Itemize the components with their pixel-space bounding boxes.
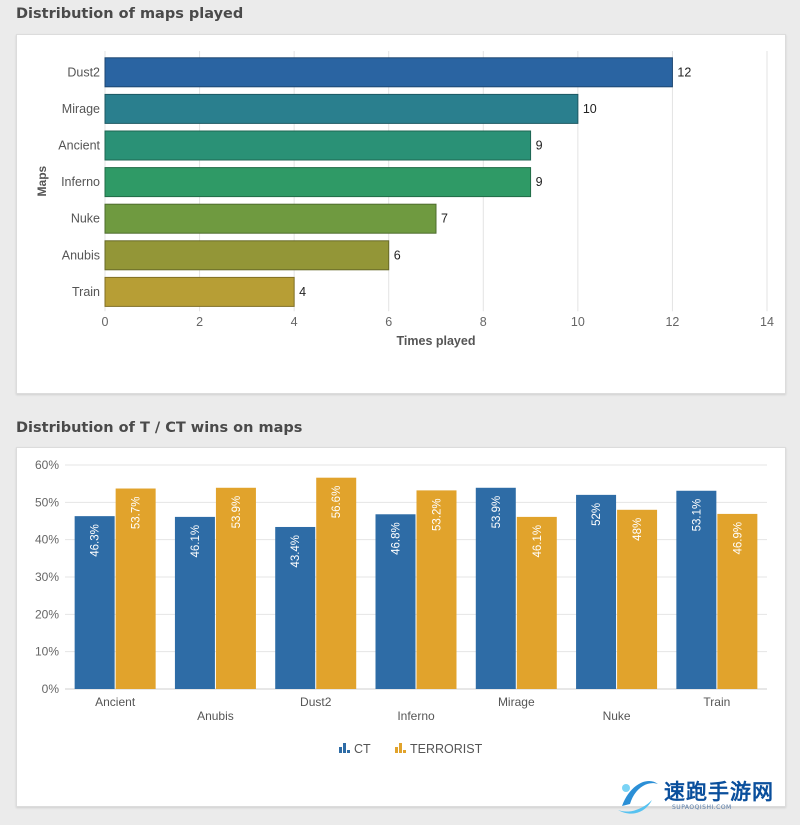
bar-percent-label: 53.1%: [691, 499, 703, 532]
x-tick-label: 6: [385, 315, 392, 329]
map-category-label: Nuke: [71, 212, 100, 226]
bar-value-label: 12: [677, 65, 691, 79]
swoosh-logo-icon: [618, 780, 658, 814]
bar-percent-label: 53.9%: [231, 496, 243, 529]
map-bar: [104, 276, 295, 307]
watermark-subtext: SUPAOQISHI.COM: [672, 804, 732, 811]
legend-bar-icon: [343, 743, 346, 753]
map-category-label: Dust2: [67, 65, 100, 79]
bar-value-label: 9: [536, 139, 543, 153]
map-bar: [104, 167, 532, 198]
y-tick-label: 50%: [35, 495, 59, 509]
bar-percent-label: 53.2%: [432, 498, 444, 531]
legend-bar-icon: [347, 750, 350, 753]
map-category-label: Mirage: [498, 695, 535, 709]
bar-percent-label: 43.4%: [290, 535, 302, 568]
terrorist-bar: [115, 488, 156, 689]
bar-percent-label: 46.1%: [190, 525, 202, 558]
x-tick-label: 14: [760, 315, 774, 329]
ct-bar: [676, 490, 717, 689]
legend-bar-icon: [339, 747, 342, 753]
bar-percent-label: 48%: [632, 518, 644, 541]
wins-chart-card: 0% 10% 20% 30% 40% 50% 60% 46.3% 53.7% Ancient 46.…: [16, 447, 786, 807]
map-category-label: Train: [72, 285, 100, 299]
maps-chart-title: Distribution of maps played: [16, 6, 244, 22]
ct-bar: [174, 516, 215, 689]
y-tick-label: 30%: [35, 570, 59, 584]
maps-played-chart: 0 2 4 6 8 10 12 14 Dust2 12 Mirage 10 Ancient 9 Infern…: [35, 51, 774, 348]
x-tick-label: 10: [571, 315, 585, 329]
x-tick-label: 8: [480, 315, 487, 329]
watermark: 速跑手游网 SUPAOQISHI.COM: [612, 770, 798, 822]
x-tick-label: 4: [291, 315, 298, 329]
map-category-label: Ancient: [95, 695, 136, 709]
terrorist-bar: [617, 509, 658, 689]
y-tick-label: 10%: [35, 645, 59, 659]
bar-value-label: 7: [441, 212, 448, 226]
y-tick-label: 0%: [42, 682, 60, 696]
bar-percent-label: 56.6%: [331, 486, 343, 519]
map-category-label: Anubis: [197, 709, 234, 723]
legend-bar-icon: [399, 743, 402, 753]
map-bar: [104, 93, 579, 124]
bar-value-label: 10: [583, 102, 597, 116]
ct-bar: [74, 516, 115, 689]
map-bar: [104, 240, 390, 271]
ct-bar: [375, 514, 416, 689]
wins-chart-title: Distribution of T / CT wins on maps: [16, 420, 303, 436]
y-tick-label: 40%: [35, 533, 59, 547]
bar-percent-label: 46.1%: [532, 525, 544, 558]
map-category-label: Inferno: [397, 709, 435, 723]
map-category-label: Train: [703, 695, 730, 709]
bar-percent-label: 46.8%: [391, 522, 403, 555]
watermark-text: 速跑手游网: [664, 780, 774, 804]
legend-label: CT: [354, 742, 371, 756]
map-category-label: Anubis: [62, 248, 100, 262]
wins-distribution-chart: 0% 10% 20% 30% 40% 50% 60% 46.3% 53.7% Ancient 46.…: [35, 458, 767, 756]
bar-value-label: 6: [394, 248, 401, 262]
ct-bar: [475, 487, 516, 689]
y-tick-label: 60%: [35, 458, 59, 472]
legend-item-terrorist[interactable]: TERRORIST: [395, 742, 483, 756]
map-bar: [104, 203, 437, 234]
map-bar: [104, 57, 673, 88]
terrorist-bar: [316, 477, 357, 689]
maps-chart-card: 0 2 4 6 8 10 12 14 Dust2 12 Mirage 10 Ancient 9 Infern…: [16, 34, 786, 394]
y-axis-title: Maps: [35, 165, 49, 196]
x-tick-label: 2: [196, 315, 203, 329]
legend-bar-icon: [395, 747, 398, 753]
x-axis-title: Times played: [397, 334, 476, 348]
bar-percent-label: 52%: [591, 503, 603, 526]
map-category-label: Dust2: [300, 695, 332, 709]
ct-bar: [576, 494, 617, 689]
map-category-label: Inferno: [61, 175, 100, 189]
bar-percent-label: 46.9%: [732, 522, 744, 555]
bar-value-label: 4: [299, 285, 306, 299]
legend-item-ct[interactable]: CT: [339, 742, 371, 756]
map-bar: [104, 130, 532, 161]
x-tick-label: 12: [665, 315, 679, 329]
bar-percent-label: 46.3%: [90, 524, 102, 557]
terrorist-bar: [416, 490, 457, 689]
x-tick-label: 0: [102, 315, 109, 329]
map-category-label: Nuke: [603, 709, 631, 723]
terrorist-bar: [717, 513, 758, 689]
terrorist-bar: [516, 516, 557, 689]
map-category-label: Mirage: [62, 102, 100, 116]
bar-percent-label: 53.7%: [131, 497, 143, 530]
bar-value-label: 9: [536, 175, 543, 189]
legend-bar-icon: [403, 750, 406, 753]
terrorist-bar: [215, 487, 256, 689]
y-tick-label: 20%: [35, 607, 59, 621]
legend-label: TERRORIST: [410, 742, 483, 756]
bar-percent-label: 53.9%: [491, 496, 503, 529]
ct-bar: [275, 526, 316, 689]
map-category-label: Ancient: [58, 139, 100, 153]
